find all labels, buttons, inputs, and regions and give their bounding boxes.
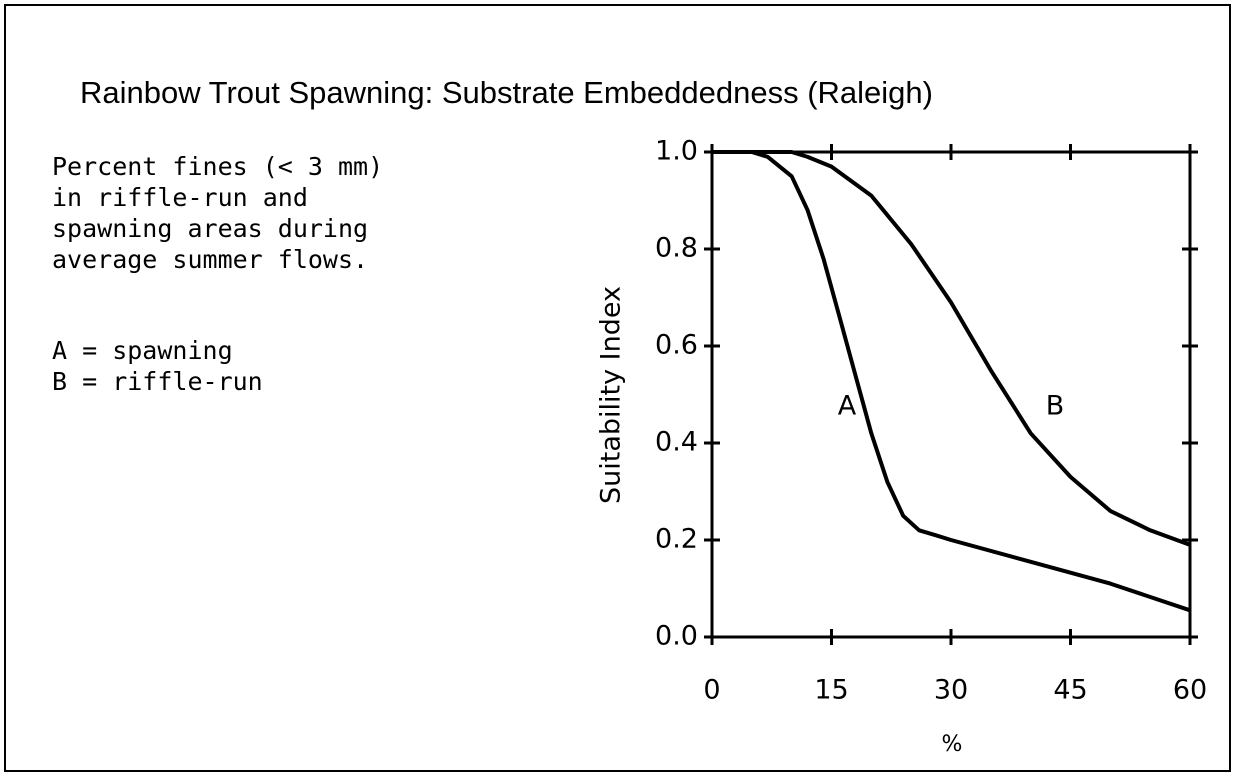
y-tick-label: 0.6 (655, 330, 698, 361)
legend-note: B = riffle-run (52, 367, 263, 396)
y-tick-label: 0.0 (655, 621, 698, 652)
y-tick-label: 0.8 (655, 233, 698, 264)
description-line: average summer flows. (52, 245, 368, 274)
data-line (712, 150, 1191, 613)
x-axis-label: % (942, 732, 963, 757)
x-tick-label: 45 (1053, 675, 1087, 706)
data-line (712, 150, 1191, 547)
y-tick-label: 0.4 (655, 427, 698, 458)
description-line: spawning areas during (52, 214, 368, 243)
chart-title: Rainbow Trout Spawning: Substrate Embedd… (80, 75, 933, 110)
x-tick-label: 0 (703, 675, 720, 706)
legend-note: A = spawning (52, 336, 233, 365)
series-label: B (1046, 391, 1065, 422)
y-tick-label: 1.0 (655, 136, 698, 167)
x-tick-label: 15 (814, 675, 848, 706)
y-tick-label: 0.2 (655, 524, 698, 555)
x-tick-label: 30 (934, 675, 968, 706)
series-label: A (838, 391, 857, 422)
slide-border (4, 4, 1231, 772)
x-tick-label: 60 (1173, 675, 1207, 706)
description-line: Percent fines (< 3 mm) (52, 152, 383, 181)
y-axis-label: Suitability Index (596, 286, 627, 504)
description-line: in riffle-run and (52, 183, 308, 212)
